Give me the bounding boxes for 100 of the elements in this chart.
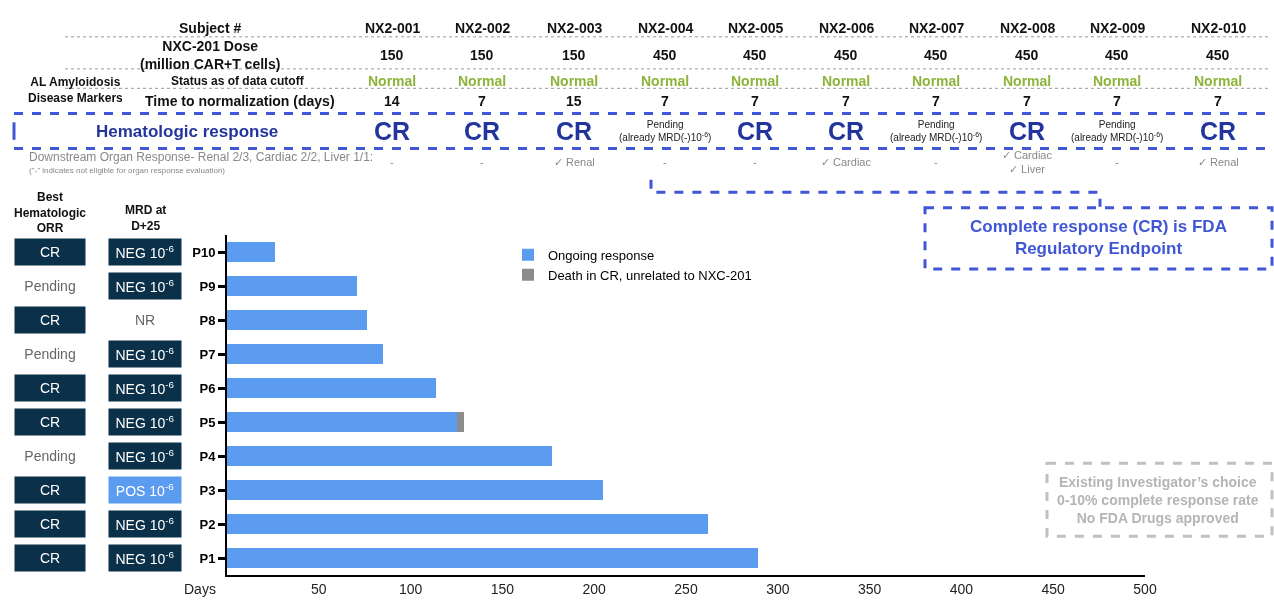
x-tick-label: 450: [1041, 580, 1066, 597]
text: 450: [834, 47, 858, 63]
text: CR: [828, 117, 865, 145]
bar: [456, 412, 464, 432]
text: NX2-007: [909, 20, 965, 36]
text: 150: [470, 47, 494, 63]
text: NX2-001: [365, 20, 421, 36]
text: ✓ Renal: [554, 156, 595, 168]
text: Pending: [24, 346, 76, 362]
y-tick-label: P9: [199, 278, 216, 294]
bar: [227, 446, 552, 466]
x-tick-label: 50: [311, 580, 327, 597]
text: Pending: [24, 448, 76, 464]
text: Normal: [1093, 73, 1142, 89]
text: MRD at D+25: [125, 203, 167, 233]
text: 15: [566, 93, 582, 109]
y-tick-label: P10: [192, 244, 216, 260]
text: CR: [374, 117, 411, 145]
text: 7: [751, 93, 759, 109]
y-tick-label: P2: [199, 516, 216, 532]
text: NX2-005: [728, 20, 784, 36]
text: Normal: [641, 73, 690, 89]
text: NR: [134, 312, 156, 328]
y-tick-label: P5: [199, 414, 216, 430]
legend-label: Ongoing response: [548, 247, 655, 263]
bar: [227, 276, 358, 296]
text: Normal: [1194, 73, 1243, 89]
text: 7: [842, 93, 850, 109]
text: NX2-002: [455, 20, 511, 36]
text: 450: [1206, 47, 1230, 63]
bar: [227, 480, 604, 500]
y-tick-label: P8: [199, 312, 216, 328]
text: 450: [743, 47, 767, 63]
text: -: [1115, 156, 1119, 168]
text: 450: [924, 47, 948, 63]
text: ✓ Renal: [1198, 156, 1239, 168]
text: -: [753, 156, 757, 168]
text: 14: [384, 93, 400, 109]
text: Subject #: [179, 20, 242, 36]
x-tick-label: 350: [857, 580, 882, 597]
text: AL Amyloidosis Disease Markers: [28, 75, 124, 105]
text: NEG 10$^{-6}$: [115, 345, 175, 363]
text: 150: [562, 47, 586, 63]
x-tick-label: 250: [674, 580, 698, 597]
text: CR: [39, 482, 61, 498]
text: CR: [39, 414, 61, 430]
text: 150: [380, 47, 404, 63]
text: CR: [1009, 117, 1046, 145]
text: CR: [39, 312, 61, 328]
text: CR: [737, 117, 774, 145]
x-tick-label: 100: [398, 580, 423, 597]
y-tick-label: P4: [199, 448, 217, 464]
annotation: Complete response (CR) is FDA Regulatory Endpoint: [970, 217, 1227, 259]
text: Normal: [822, 73, 871, 89]
text: CR: [39, 380, 61, 396]
bar: [227, 378, 437, 398]
x-tick-label: 400: [949, 580, 974, 597]
text: NX2-009: [1090, 20, 1146, 36]
text: 450: [1105, 47, 1129, 63]
legend-label: Death in CR, unrelated to NXC-201: [548, 267, 752, 283]
text: -: [934, 156, 938, 168]
y-tick-label: P1: [199, 550, 216, 566]
text: 450: [653, 47, 677, 63]
text: Pending (already MRD(-)10$^{-6}$): [1071, 119, 1164, 143]
text: ✓ Cardiac ✓ Liver: [1002, 149, 1053, 176]
text: NEG 10$^{-6}$: [115, 447, 175, 465]
text: Best Hematologic ORR: [14, 190, 87, 236]
text: ✓ Cardiac: [821, 156, 872, 168]
bar: [227, 310, 367, 330]
text: Normal: [1003, 73, 1052, 89]
text: Status as of data cutoff: [171, 74, 305, 88]
text: 450: [1015, 47, 1039, 63]
x-tick-label: 300: [766, 580, 790, 597]
text: Downstream Organ Response- Renal 2/3, Cardiac 2/2, Liver 1/1:: [29, 150, 374, 164]
text: NEG 10$^{-6}$: [115, 515, 175, 533]
text: NX2-006: [819, 20, 875, 36]
y-tick-label: P6: [199, 380, 216, 396]
text: NX2-003: [547, 20, 603, 36]
text: Normal: [458, 73, 507, 89]
text: NEG 10$^{-6}$: [115, 277, 175, 295]
text: 7: [932, 93, 940, 109]
text: Pending: [24, 278, 76, 294]
bar: [227, 412, 457, 432]
bar: [227, 344, 384, 364]
text: CR: [556, 117, 593, 145]
text: 7: [1113, 93, 1121, 109]
text: 7: [1214, 93, 1222, 109]
text: NEG 10$^{-6}$: [115, 379, 175, 397]
text: NEG 10$^{-6}$: [115, 243, 175, 261]
text: Pending (already MRD(-)10$^{-6}$): [619, 119, 712, 143]
text: CR: [39, 516, 61, 532]
y-tick-label: P7: [199, 346, 216, 362]
text: Pending (already MRD(-)10$^{-6}$): [890, 119, 983, 143]
x-tick-label: 150: [490, 580, 515, 597]
text: NEG 10$^{-6}$: [115, 413, 175, 431]
text: NX2-010: [1191, 20, 1247, 36]
text: CR: [39, 244, 61, 260]
text: NXC-201 Dose (million CAR+T cells): [140, 38, 281, 73]
text: Normal: [912, 73, 961, 89]
x-tick-label: 500: [1133, 580, 1157, 597]
